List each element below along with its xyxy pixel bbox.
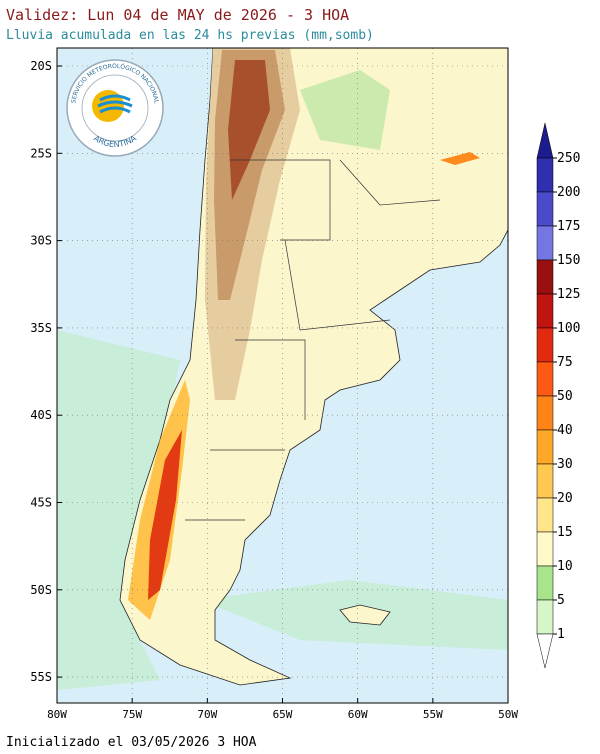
colorbar-segment: [536, 293, 554, 329]
colorbar-segment: [536, 157, 554, 193]
lon-label: 75W: [122, 708, 142, 721]
lat-label: 20S: [30, 59, 52, 73]
lat-label: 55S: [30, 670, 52, 684]
colorbar-segment: [536, 225, 554, 261]
colorbar-segment: [536, 395, 554, 431]
lon-label: 65W: [273, 708, 293, 721]
colorbar-label: 125: [557, 287, 580, 302]
colorbar-segment: [536, 429, 554, 465]
lon-label: 70W: [197, 708, 217, 721]
colorbar-label: 150: [557, 253, 580, 268]
colorbar-label: 40: [557, 423, 573, 438]
logo: SERVICIO METEOROLÓGICO NACIONAL ARGENTIN…: [66, 59, 164, 157]
colorbar-arrow-top: [536, 122, 554, 159]
colorbar-label: 175: [557, 219, 580, 234]
colorbar-label: 100: [557, 321, 580, 336]
colorbar-label: 15: [557, 525, 573, 540]
map-area: [57, 48, 508, 703]
lat-label: 50S: [30, 583, 52, 597]
colorbar-segment: [536, 361, 554, 397]
colorbar-segment: [536, 531, 554, 567]
colorbar-label: 200: [557, 185, 580, 200]
subtitle: Lluvia acumulada en las 24 hs previas (m…: [6, 28, 374, 43]
lat-label: 25S: [30, 146, 52, 160]
lon-label: 60W: [348, 708, 368, 721]
colorbar-segment: [536, 327, 554, 363]
colorbar-segment: [536, 191, 554, 227]
colorbar-segment: [536, 599, 554, 635]
lat-label: 45S: [30, 496, 52, 510]
colorbar-label: 5: [557, 593, 565, 608]
colorbar-label: 250: [557, 151, 580, 166]
colorbar-arrow-bottom: [536, 633, 554, 669]
init-text: Inicializado el 03/05/2026 3 HOA: [6, 735, 257, 750]
colorbar-label: 50: [557, 389, 573, 404]
lon-label: 50W: [498, 708, 518, 721]
colorbar-label: 10: [557, 559, 573, 574]
colorbar-segment: [536, 565, 554, 601]
colorbar-label: 75: [557, 355, 573, 370]
lat-label: 30S: [30, 234, 52, 248]
colorbar-segment: [536, 497, 554, 533]
lat-label: 35S: [30, 321, 52, 335]
lat-label: 40S: [30, 408, 52, 422]
lon-label: 55W: [423, 708, 443, 721]
colorbar-label: 30: [557, 457, 573, 472]
title: Validez: Lun 04 de MAY de 2026 - 3 HOA: [6, 6, 349, 24]
colorbar-segment: [536, 463, 554, 499]
lon-label: 80W: [47, 708, 67, 721]
colorbar-label: 20: [557, 491, 573, 506]
colorbar-segment: [536, 259, 554, 295]
colorbar-label: 1: [557, 627, 565, 642]
